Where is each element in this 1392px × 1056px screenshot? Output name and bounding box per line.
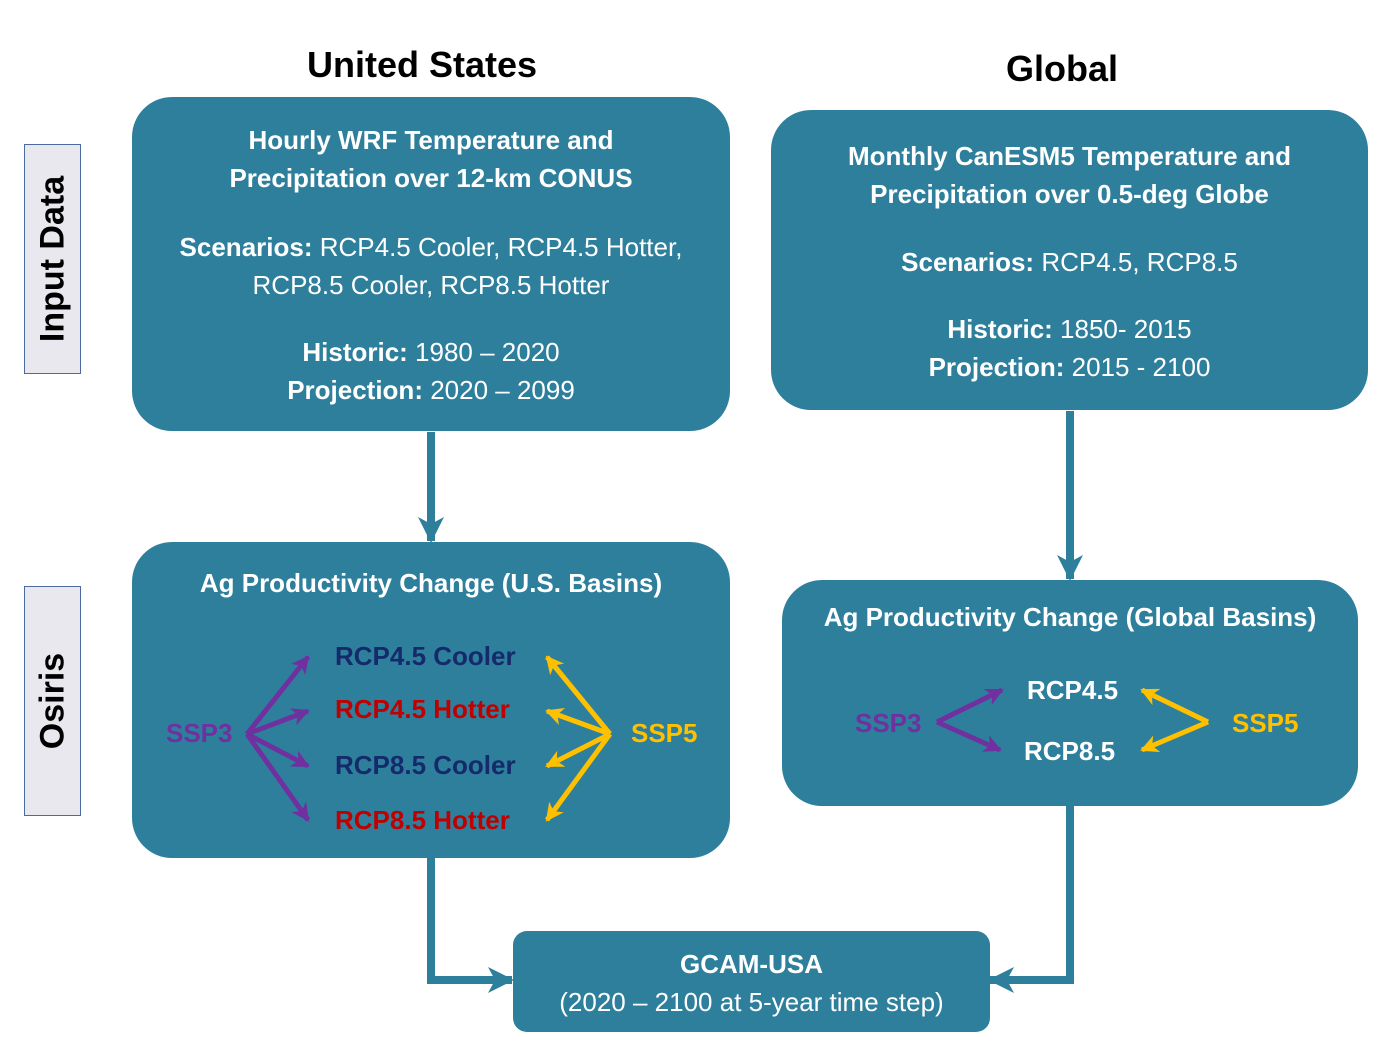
us-ssp5-arrow-1 [545,655,612,736]
global-input-projection: Projection: 2015 - 2100 [771,352,1368,383]
global-input-historic: Historic: 1850- 2015 [771,314,1368,345]
global-ssp5-label: SSP5 [1232,708,1299,738]
global-osiris-box: Ag Productivity Change (Global Basins) [782,580,1358,806]
us-scenario-rcp45-cooler: RCP4.5 Cooler [335,641,516,671]
global-input-title-line2: Precipitation over 0.5-deg Globe [870,179,1269,209]
us-input-title-line2: Precipitation over 12-km CONUS [229,163,633,193]
us-input-projection: Projection: 2020 – 2099 [132,375,730,406]
us-scenario-rcp85-cooler: RCP8.5 Cooler [335,750,516,780]
us-ssp5-arrow-4 [544,732,613,822]
global-scenarios-value: RCP4.5, RCP8.5 [1034,247,1238,277]
us-scenario-rcp85-hotter: RCP8.5 Hotter [335,805,510,835]
us-scenario-rcp45-hotter: RCP4.5 Hotter [335,694,510,724]
us-ssp5-arrow-3 [545,731,612,769]
global-ssp3-arrow-2 [935,719,1002,753]
global-input-box: Monthly CanESM5 Temperature and Precipit… [771,110,1368,410]
us-ssp3-arrow-1 [245,655,310,736]
row-label-osiris: Osiris [24,586,81,816]
us-input-historic: Historic: 1980 – 2020 [132,337,730,368]
us-input-scenarios-line1: Scenarios: RCP4.5 Cooler, RCP4.5 Hotter, [132,232,730,263]
us-ssp3-arrow-4 [244,732,311,822]
us-historic-value: 1980 – 2020 [407,337,560,367]
us-osiris-title: Ag Productivity Change (U.S. Basins) [199,568,663,598]
global-ssp3-arrow-1 [935,687,1004,725]
gcam-usa-box: GCAM-USA (2020 – 2100 at 5-year time ste… [513,931,990,1032]
global-scenario-rcp85: RCP8.5 [1024,736,1116,766]
global-ssp5-arrow-1 [1140,687,1210,725]
arrow-us-osiris-to-gcam [427,858,514,993]
row-label-input-data: Input Data [24,144,81,374]
global-projection-label: Projection: [928,352,1065,382]
us-projection-label: Projection: [287,375,423,405]
us-osiris-box: Ag Productivity Change (U.S. Basins) [132,542,730,858]
arrow-global-osiris-to-gcam [988,806,1074,993]
global-input-scenarios: Scenarios: RCP4.5, RCP8.5 [771,247,1368,278]
us-scenarios-label: Scenarios: [179,232,313,262]
us-input-box: Hourly WRF Temperature and Precipitation… [132,97,730,431]
global-scenarios-label: Scenarios: [901,247,1035,277]
us-ssp3-arrow-3 [245,731,310,769]
global-ssp5-arrow-2 [1140,719,1209,753]
us-ssp5-label: SSP5 [631,718,698,748]
global-osiris-title: Ag Productivity Change (Global Basins) [823,602,1317,632]
us-input-title-line1: Hourly WRF Temperature and [248,125,614,155]
global-projection-value: 2015 - 2100 [1064,352,1211,382]
us-scenarios-value1: RCP4.5 Cooler, RCP4.5 Hotter, [312,232,683,262]
gcam-subtitle: (2020 – 2100 at 5-year time step) [559,987,944,1017]
global-ssp3-label: SSP3 [855,708,922,738]
us-historic-label: Historic: [302,337,408,367]
global-historic-value: 1850- 2015 [1052,314,1192,344]
global-scenario-rcp45: RCP4.5 [1027,675,1119,705]
us-projection-value: 2020 – 2099 [422,375,575,405]
global-input-title-line1: Monthly CanESM5 Temperature and [847,141,1292,171]
us-input-scenarios-line2: RCP8.5 Cooler, RCP8.5 Hotter [252,270,610,300]
global-heading: Global [1005,48,1118,89]
us-ssp3-label: SSP3 [166,718,233,748]
us-ssp5-arrow-2 [545,708,611,737]
us-ssp3-arrow-2 [246,708,310,737]
global-historic-label: Historic: [947,314,1053,344]
us-heading: United States [306,44,538,85]
gcam-title: GCAM-USA [680,949,823,979]
